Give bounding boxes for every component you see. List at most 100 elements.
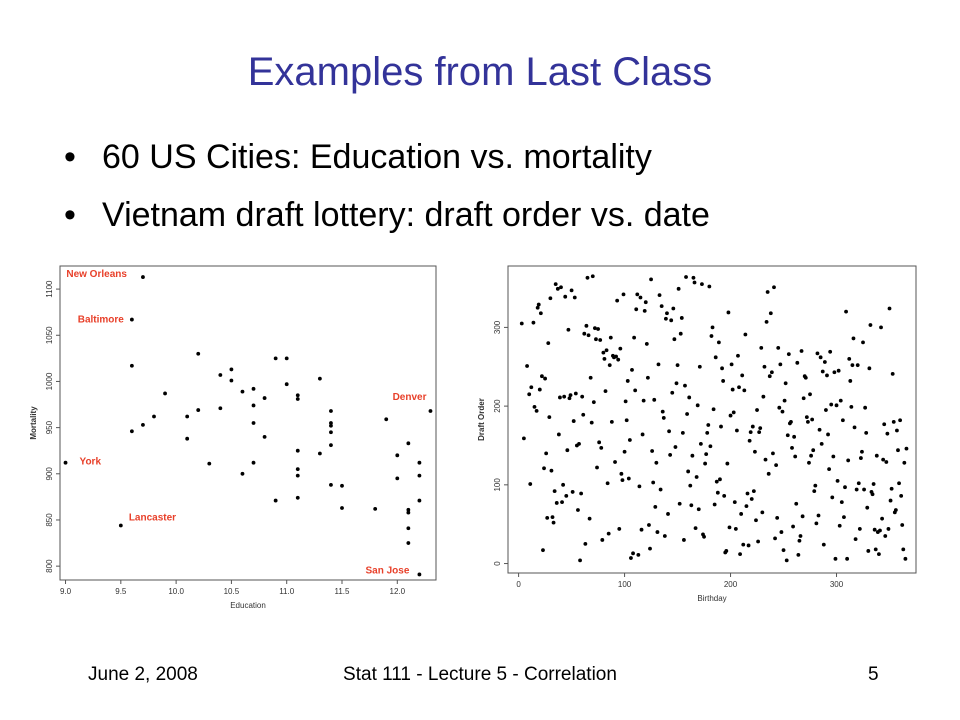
data-point (777, 405, 782, 410)
data-point (417, 572, 422, 577)
data-point (848, 379, 853, 383)
data-point (687, 395, 692, 400)
data-point (867, 366, 872, 371)
x-tick-label: 200 (724, 580, 738, 589)
data-point (836, 368, 841, 373)
data-point (898, 418, 903, 423)
data-point (658, 487, 663, 492)
data-point (794, 501, 799, 506)
data-point (873, 547, 878, 552)
x-tick-label: 100 (618, 580, 632, 589)
y-tick-label: 850 (45, 513, 54, 527)
data-point (879, 325, 883, 330)
data-point (207, 461, 212, 466)
plot-frame (507, 265, 917, 574)
data-point (329, 430, 333, 435)
data-point (340, 506, 344, 510)
data-point (800, 514, 805, 519)
x-tick-label: 11.5 (335, 587, 351, 596)
data-point (542, 466, 546, 471)
data-point (749, 497, 754, 501)
data-point (599, 445, 604, 450)
data-point (284, 382, 289, 387)
data-point (682, 538, 686, 542)
data-point (843, 485, 847, 490)
data-point (694, 475, 699, 479)
data-point (558, 395, 562, 400)
data-point (645, 375, 650, 380)
data-point (624, 418, 629, 423)
data-point (719, 424, 723, 429)
x-axis-label: Birthday (697, 594, 726, 603)
data-point (897, 481, 901, 486)
y-tick-label: 200 (493, 399, 502, 413)
data-point (668, 453, 673, 457)
data-point (740, 373, 745, 378)
data-point (824, 408, 828, 412)
data-point (251, 460, 256, 465)
data-point (251, 403, 256, 408)
data-point (653, 504, 658, 509)
data-point (531, 320, 536, 325)
data-point (807, 460, 811, 465)
data-point (295, 397, 300, 401)
data-point (748, 430, 753, 434)
data-point (340, 483, 344, 488)
data-point (789, 419, 793, 424)
data-point (295, 473, 300, 478)
data-point (872, 527, 877, 532)
data-point (896, 448, 900, 453)
data-point (550, 515, 555, 520)
data-point (417, 498, 422, 503)
bullet-text: 60 US Cities: Education vs. mortality (102, 138, 652, 176)
data-point (845, 556, 850, 561)
data-point (724, 549, 729, 553)
data-point (715, 490, 720, 495)
data-point (888, 498, 893, 503)
data-point (820, 369, 825, 374)
data-point (900, 523, 905, 527)
data-point (806, 419, 810, 424)
data-point (726, 310, 731, 315)
data-point (779, 530, 784, 534)
data-point (772, 285, 776, 290)
data-point (604, 348, 609, 353)
data-point (573, 391, 578, 396)
data-point (118, 523, 123, 528)
data-point (660, 409, 665, 414)
data-point (528, 482, 533, 486)
data-point (218, 406, 223, 411)
data-point (761, 394, 766, 399)
data-point (853, 537, 858, 542)
data-point (591, 400, 596, 405)
x-tick-label: 9.5 (115, 587, 127, 596)
data-point (889, 486, 894, 491)
data-point (796, 552, 801, 557)
data-point (671, 306, 676, 311)
data-point (756, 539, 760, 544)
data-point (785, 433, 790, 438)
data-point (688, 483, 693, 488)
data-point (666, 512, 670, 516)
data-point (764, 319, 769, 324)
slide-title: Examples from Last Class (247, 50, 713, 94)
data-point (63, 460, 68, 465)
data-point (229, 378, 234, 383)
data-point (601, 350, 606, 355)
y-tick-label: 900 (45, 467, 54, 481)
data-point (642, 308, 647, 313)
data-point (882, 422, 887, 427)
data-point (735, 428, 739, 433)
data-point (865, 505, 870, 510)
data-point (576, 508, 580, 512)
data-point (803, 375, 808, 380)
data-point (295, 495, 300, 500)
point-annotation-label: San Jose (365, 565, 409, 576)
y-tick-label: 1000 (45, 372, 54, 390)
data-point (884, 460, 889, 464)
data-point (821, 542, 826, 547)
bullet-item: • 60 US Cities: Education vs. mortality (64, 128, 710, 186)
data-point (679, 316, 684, 320)
data-point (581, 412, 586, 417)
data-point (583, 541, 588, 546)
